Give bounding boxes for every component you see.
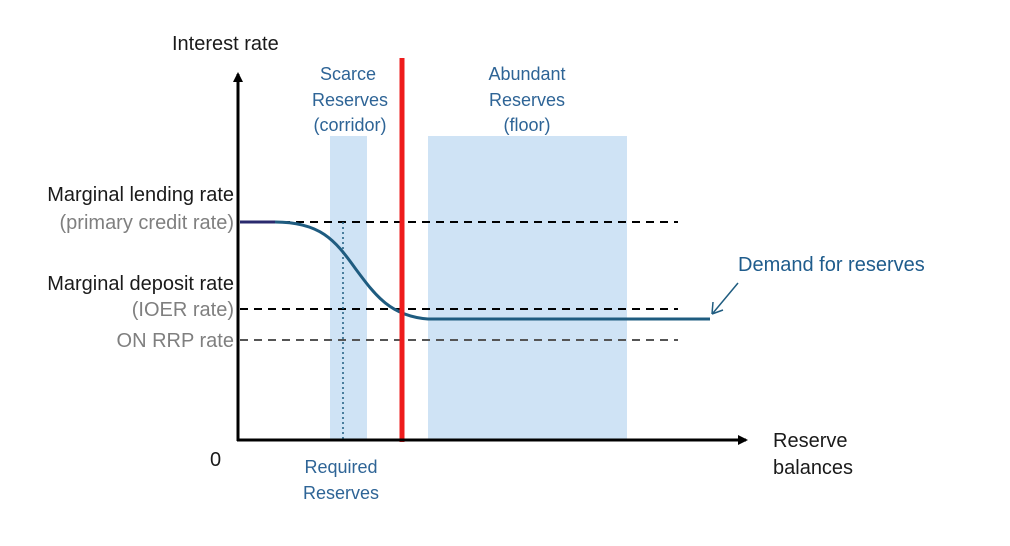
deposit-rate-sublabel: (IOER rate) <box>132 299 234 321</box>
abundant-reserves-band <box>428 136 627 440</box>
demand-curve <box>274 220 710 321</box>
x-axis-label-line2: balances <box>773 457 853 479</box>
scarce-label-line3: (corridor) <box>313 115 386 135</box>
abundant-label-line2: Reserves <box>489 90 565 110</box>
scarce-label-line2: Reserves <box>312 90 388 110</box>
required-label-line2: Reserves <box>303 483 379 503</box>
demand-curve-label: Demand for reserves <box>738 254 925 276</box>
required-label-line1: Required <box>304 457 377 477</box>
lending-rate-sublabel: (primary credit rate) <box>60 212 234 234</box>
onrrp-rate-label: ON RRP rate <box>117 330 234 352</box>
y-axis-label: Interest rate <box>172 33 279 55</box>
x-axis-label-line1: Reserve <box>773 430 847 452</box>
lending-rate-label: Marginal lending rate <box>47 184 234 206</box>
demand-label-pointer <box>712 282 739 314</box>
deposit-rate-label: Marginal deposit rate <box>47 273 234 295</box>
abundant-label-line1: Abundant <box>488 64 565 84</box>
abundant-label-line3: (floor) <box>503 115 550 135</box>
scarce-reserves-band <box>330 136 367 440</box>
demand-label-pointer-head <box>711 301 724 315</box>
origin-label: 0 <box>210 449 221 471</box>
scarce-label-line1: Scarce <box>320 64 376 84</box>
